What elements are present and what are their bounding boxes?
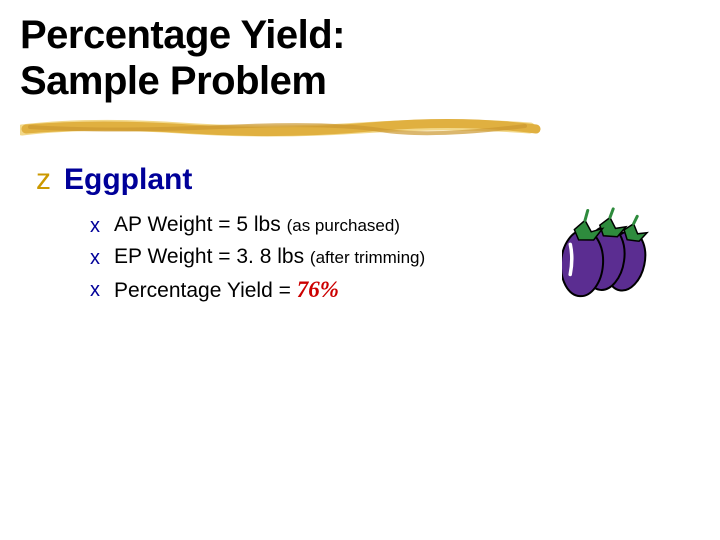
level1-label: Eggplant bbox=[64, 163, 192, 197]
yield-value: 76% bbox=[297, 277, 339, 302]
bullet-glyph-l2: x bbox=[90, 216, 100, 236]
row-text: EP Weight = 3. 8 lbs (after trimming) bbox=[114, 245, 425, 269]
row-main: EP Weight = 3. 8 lbs bbox=[114, 245, 310, 268]
slide: Percentage Yield: Sample Problem z Eggpl… bbox=[0, 0, 720, 540]
row-text: AP Weight = 5 lbs (as purchased) bbox=[114, 213, 400, 237]
row-sub: (after trimming) bbox=[310, 248, 425, 267]
bullet-glyph-l2: x bbox=[90, 280, 100, 300]
row-main: AP Weight = 5 lbs bbox=[114, 213, 287, 236]
row-sub: (as purchased) bbox=[287, 216, 400, 235]
row-text: Percentage Yield = 76% bbox=[114, 277, 339, 303]
title-line-2: Sample Problem bbox=[20, 59, 326, 103]
row-main: Percentage Yield = bbox=[114, 279, 297, 302]
title-underline bbox=[20, 118, 540, 140]
title-line-1: Percentage Yield: bbox=[20, 13, 345, 57]
slide-title: Percentage Yield: Sample Problem bbox=[20, 12, 345, 104]
bullet-glyph-l2: x bbox=[90, 248, 100, 268]
eggplant-illustration bbox=[562, 206, 672, 298]
bullet-glyph-l1: z bbox=[36, 165, 51, 195]
